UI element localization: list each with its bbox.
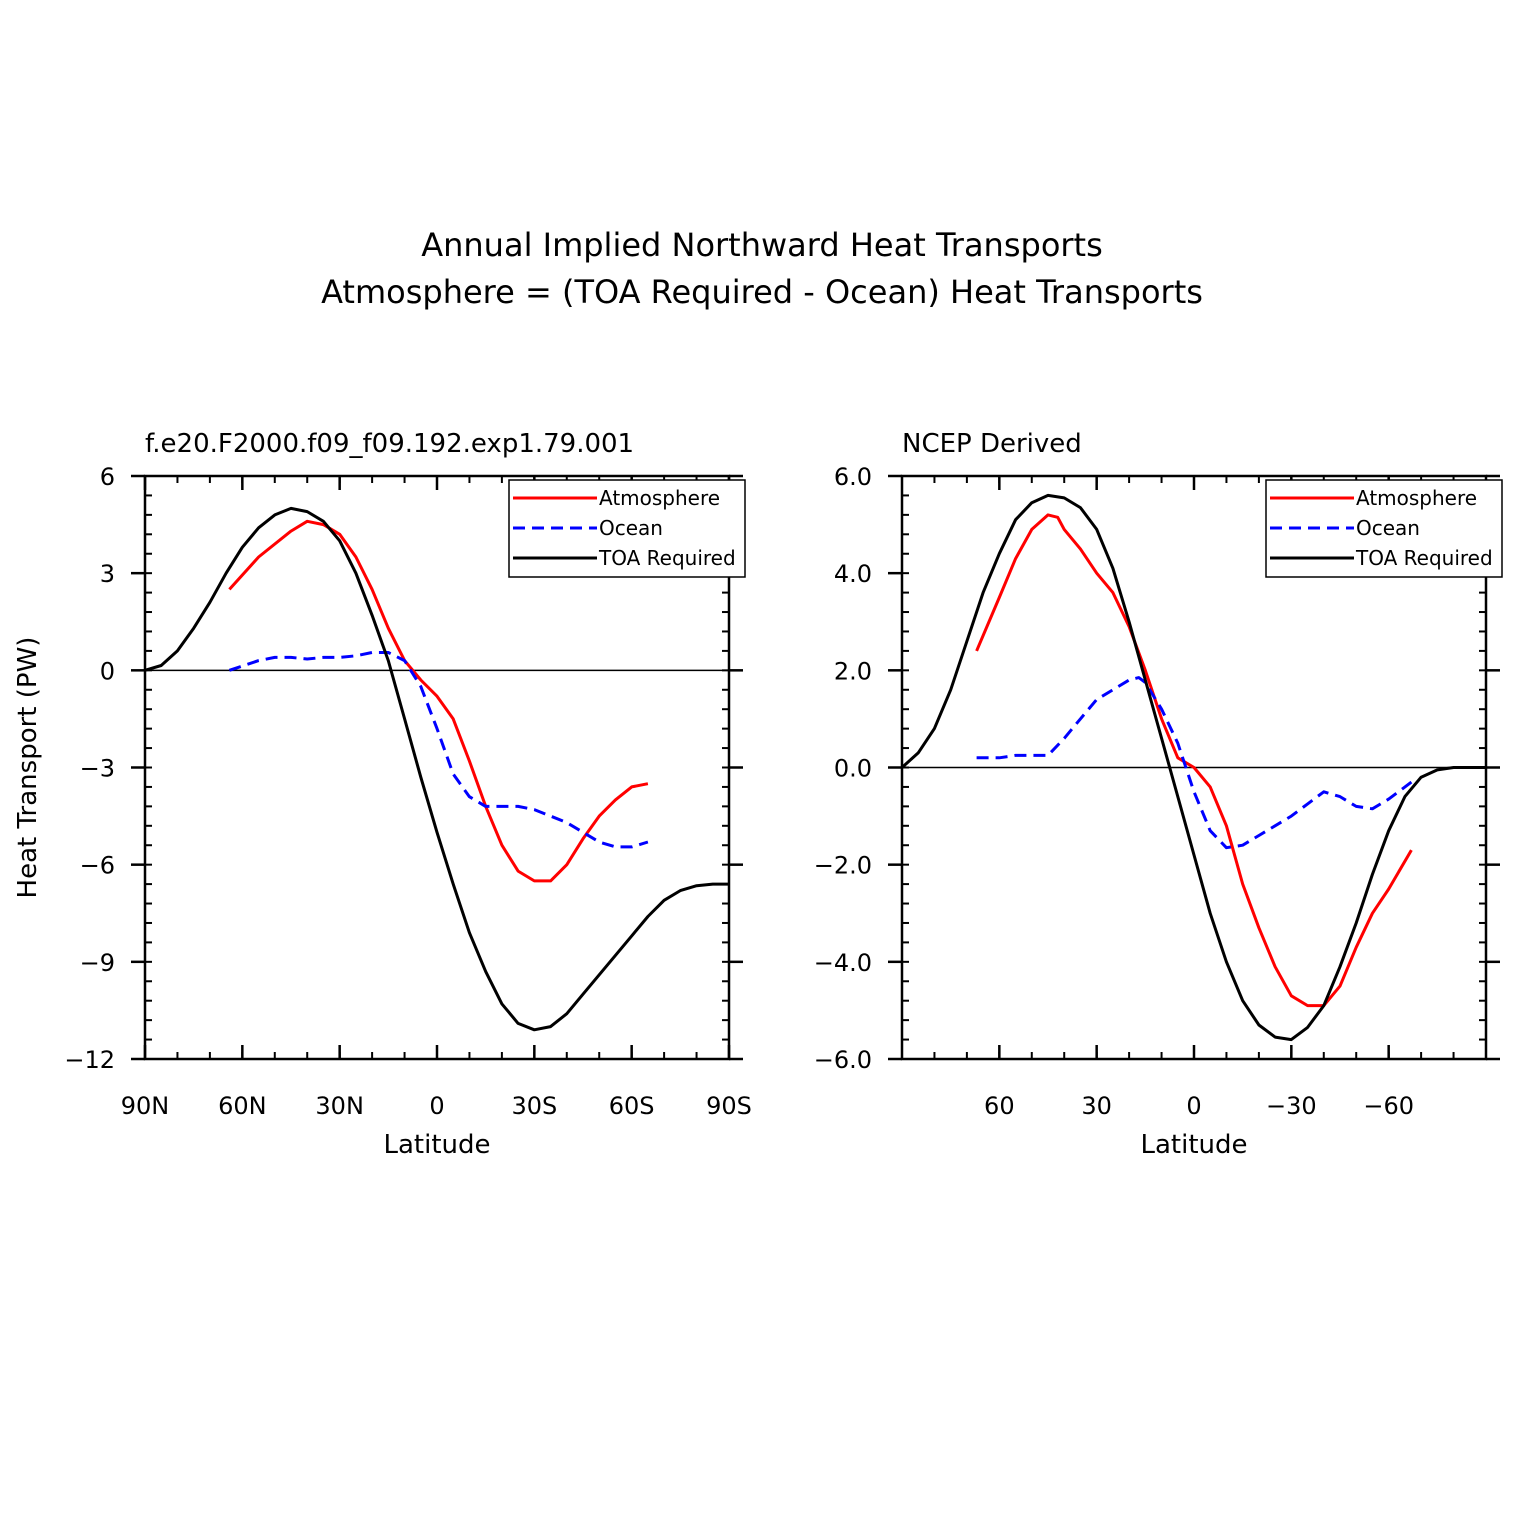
y-tick-label: 3 (100, 560, 115, 588)
x-axis-label: Latitude (1140, 1130, 1247, 1160)
series-line-toa-required (900, 493, 1486, 1042)
y-axis-label: Heat Transport (PW) (13, 637, 43, 899)
x-tick-label: 0 (429, 1092, 444, 1120)
x-axis-label: Latitude (383, 1130, 490, 1160)
y-tick-label: 0 (100, 657, 115, 685)
x-tick-label: 30N (315, 1092, 364, 1120)
legend-label: Ocean (1356, 516, 1420, 540)
y-tick-label: −12 (64, 1046, 115, 1074)
figure-title-line1: Annual Implied Northward Heat Transports (421, 226, 1103, 264)
y-tick-label: −9 (80, 949, 115, 977)
legend-label: Ocean (599, 516, 663, 540)
legend-box (508, 479, 746, 578)
y-tick-label: −2.0 (814, 852, 872, 880)
y-tick-label: 0.0 (834, 755, 872, 783)
right-panel-ncep-derived-chart: NCEP Derived 60 30 0 −30 −60 6.0 4.0 2.0 0.0 −2.0 −… (814, 429, 1503, 1160)
y-tick-label: −6 (80, 852, 115, 880)
chart-subtitle: NCEP Derived (902, 429, 1082, 459)
y-tick-label: 6.0 (834, 463, 872, 491)
series-line-ocean (228, 651, 649, 849)
x-tick-label: 90N (121, 1092, 170, 1120)
x-tick-label: 60N (218, 1092, 267, 1120)
series-line-atmosphere (228, 519, 649, 883)
x-tick-label: 60S (609, 1092, 655, 1120)
figure-title-line2: Atmosphere = (TOA Required - Ocean) Heat… (321, 273, 1203, 311)
legend-box (1265, 479, 1503, 578)
x-tick-label: 30 (1081, 1092, 1112, 1120)
series-line-atmosphere (975, 513, 1413, 1008)
series-line-toa-required (144, 506, 729, 1032)
chart-subtitle: f.e20.F2000.f09_f09.192.exp1.79.001 (145, 429, 634, 459)
y-tick-label: 6 (100, 463, 115, 491)
series-line-ocean (976, 676, 1413, 850)
legend-label: TOA Required (1355, 546, 1493, 570)
legend-label: Atmosphere (1356, 486, 1477, 510)
y-tick-label: −3 (80, 755, 115, 783)
x-tick-label: −60 (1363, 1092, 1414, 1120)
y-tick-label: −4.0 (814, 949, 872, 977)
x-tick-label: 60 (984, 1092, 1015, 1120)
legend-label: Atmosphere (599, 486, 720, 510)
y-tick-label: −6.0 (814, 1046, 872, 1074)
x-tick-label: 0 (1186, 1092, 1201, 1120)
x-tick-label: −30 (1266, 1092, 1317, 1120)
y-tick-label: 4.0 (834, 560, 872, 588)
x-tick-label: 90S (706, 1092, 752, 1120)
y-tick-label: 2.0 (834, 657, 872, 685)
x-tick-label: 30S (511, 1092, 557, 1120)
legend-label: TOA Required (598, 546, 736, 570)
